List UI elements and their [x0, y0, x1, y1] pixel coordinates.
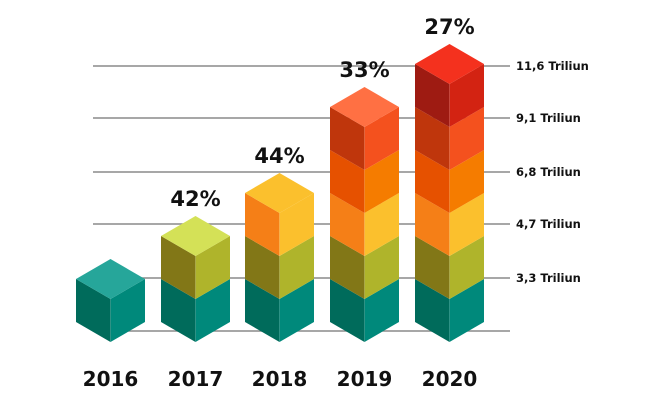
bar-segment — [330, 236, 399, 299]
segment-left-face — [245, 193, 280, 256]
segment-top-face — [330, 87, 399, 127]
growth-label: 44% — [254, 144, 304, 168]
bar-segment — [161, 216, 230, 299]
segment-right-face — [449, 279, 484, 342]
segment-left-face — [330, 279, 365, 342]
segment-right-face — [449, 236, 484, 299]
segment-right-face — [364, 193, 399, 256]
y-tick-label: 3,3 Triliun — [516, 271, 581, 285]
segment-left-face — [161, 236, 196, 299]
bar-segment — [415, 107, 484, 170]
y-tick-label: 4,7 Triliun — [516, 217, 581, 231]
segment-left-face — [415, 64, 450, 127]
bar-2018 — [245, 173, 314, 342]
x-tick-label: 2020 — [422, 367, 478, 391]
segment-left-face — [245, 279, 280, 342]
segment-left-face — [76, 279, 111, 342]
bar-segment — [415, 279, 484, 342]
segment-left-face — [415, 150, 450, 213]
bar-segment — [245, 236, 314, 299]
segment-right-face — [364, 236, 399, 299]
x-tick-label: 2017 — [168, 367, 224, 391]
growth-labels: 42% 44% 33% 27% — [170, 15, 474, 211]
bar-2019 — [330, 87, 399, 342]
segment-top-face — [161, 216, 230, 256]
segment-left-face — [415, 236, 450, 299]
segment-left-face — [330, 150, 365, 213]
growth-label: 27% — [424, 15, 474, 39]
segment-right-face — [279, 193, 314, 256]
bar-segment — [330, 279, 399, 342]
segment-left-face — [161, 279, 196, 342]
bar-segment — [415, 150, 484, 213]
segment-right-face — [279, 279, 314, 342]
bar-segment — [415, 44, 484, 127]
segment-left-face — [330, 193, 365, 256]
segment-left-face — [415, 279, 450, 342]
segment-left-face — [415, 193, 450, 256]
segment-right-face — [279, 236, 314, 299]
segment-right-face — [364, 107, 399, 170]
segment-right-face — [449, 107, 484, 170]
x-tick-label: 2016 — [83, 367, 139, 391]
segment-top-face — [245, 173, 314, 213]
segment-right-face — [195, 279, 230, 342]
segment-right-face — [110, 279, 145, 342]
bar-segment — [330, 87, 399, 170]
bar-segment — [415, 236, 484, 299]
segment-left-face — [330, 236, 365, 299]
bar-segment — [330, 193, 399, 256]
segment-right-face — [449, 150, 484, 213]
bar-segment — [330, 150, 399, 213]
segment-right-face — [195, 236, 230, 299]
x-tick-label: 2018 — [252, 367, 308, 391]
segment-left-face — [330, 107, 365, 170]
bars — [76, 44, 484, 342]
bar-segment — [76, 259, 145, 342]
growth-label: 33% — [339, 58, 389, 82]
y-tick-label: 11,6 Triliun — [516, 59, 589, 73]
x-tick-label: 2019 — [337, 367, 393, 391]
segment-right-face — [364, 279, 399, 342]
segment-right-face — [449, 64, 484, 127]
bar-segment — [245, 173, 314, 256]
segment-left-face — [415, 107, 450, 170]
segment-top-face — [415, 44, 484, 84]
bar-2016 — [76, 259, 145, 342]
bar-segment — [245, 279, 314, 342]
segment-right-face — [364, 150, 399, 213]
growth-label: 42% — [170, 187, 220, 211]
y-tick-labels: 3,3 Triliun 4,7 Triliun 6,8 Triliun 9,1 Tri… — [516, 59, 589, 285]
y-tick-label: 6,8 Triliun — [516, 165, 581, 179]
bar-segment — [161, 279, 230, 342]
segment-left-face — [245, 236, 280, 299]
bar-2017 — [161, 216, 230, 342]
y-tick-label: 9,1 Triliun — [516, 111, 581, 125]
bar-2020 — [415, 44, 484, 342]
bar-segment — [415, 193, 484, 256]
x-tick-labels: 2016 2017 2018 2019 2020 — [83, 367, 478, 391]
segment-right-face — [449, 193, 484, 256]
segment-top-face — [76, 259, 145, 299]
